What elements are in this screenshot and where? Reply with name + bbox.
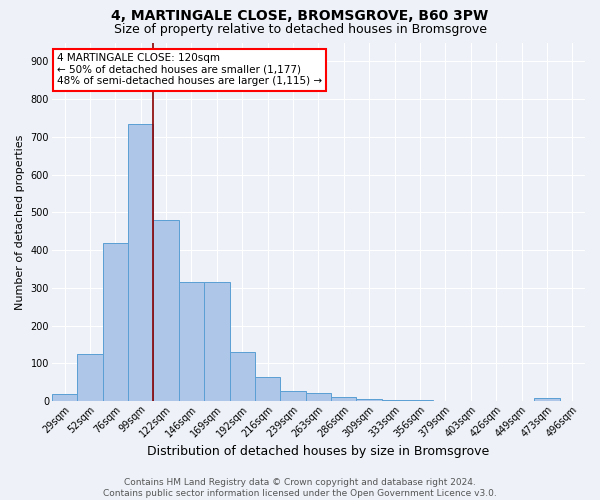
Bar	[103, 242, 128, 402]
Text: Size of property relative to detached houses in Bromsgrove: Size of property relative to detached ho…	[113, 22, 487, 36]
Text: Contains HM Land Registry data © Crown copyright and database right 2024.
Contai: Contains HM Land Registry data © Crown c…	[103, 478, 497, 498]
Text: 4 MARTINGALE CLOSE: 120sqm
← 50% of detached houses are smaller (1,177)
48% of s: 4 MARTINGALE CLOSE: 120sqm ← 50% of deta…	[57, 54, 322, 86]
Bar	[382, 400, 407, 402]
Bar	[255, 376, 280, 402]
Y-axis label: Number of detached properties: Number of detached properties	[15, 134, 25, 310]
Bar	[331, 398, 356, 402]
Bar	[407, 400, 433, 402]
Bar	[128, 124, 154, 402]
Text: 4, MARTINGALE CLOSE, BROMSGROVE, B60 3PW: 4, MARTINGALE CLOSE, BROMSGROVE, B60 3PW	[112, 9, 488, 23]
Bar	[52, 394, 77, 402]
Bar	[534, 398, 560, 402]
Bar	[280, 391, 306, 402]
Bar	[77, 354, 103, 402]
Bar	[306, 393, 331, 402]
Bar	[179, 282, 204, 402]
Bar	[230, 352, 255, 402]
Bar	[356, 400, 382, 402]
Bar	[204, 282, 230, 402]
Bar	[154, 220, 179, 402]
X-axis label: Distribution of detached houses by size in Bromsgrove: Distribution of detached houses by size …	[147, 444, 490, 458]
